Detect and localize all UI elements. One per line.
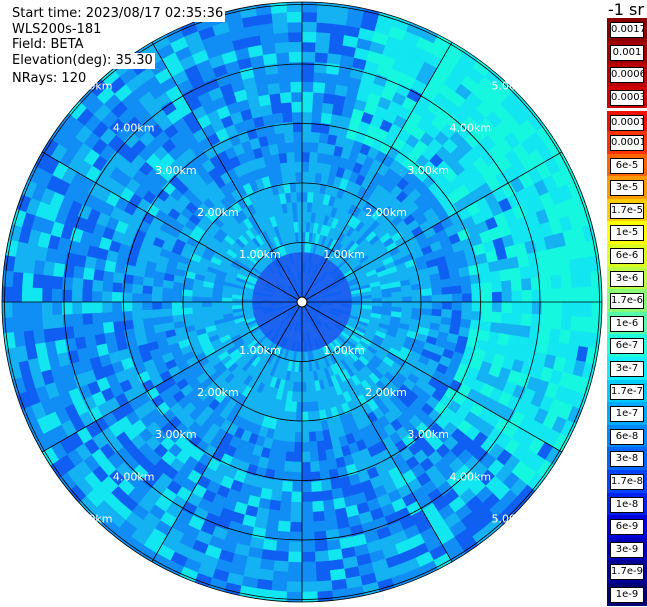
colorbar-swatch: 1.7e-7 [607, 379, 647, 403]
colorbar-tick-label: 0.0017 [610, 22, 644, 38]
colorbar-tick-label: 1e-6 [610, 315, 644, 332]
range-label: 4.00km [113, 470, 155, 483]
range-label: 3.00km [155, 428, 197, 441]
colorbar-swatch: 1e-7 [607, 402, 647, 425]
colorbar-tick-label: 6e-6 [610, 248, 644, 264]
colorbar-tick-label: 3e-7 [610, 361, 644, 377]
colorbar-tick-label: 1e-7 [610, 406, 644, 423]
colorbar-unit-label: -1 sr [608, 0, 644, 19]
colorbar-tick-label: 1e-5 [610, 225, 644, 242]
colorbar-swatch: 3e-7 [607, 357, 647, 380]
colorbar-tick-label: 3e-9 [610, 541, 644, 558]
colorbar-swatch: 0.001 [607, 40, 647, 64]
center-marker [296, 296, 308, 308]
range-rings-and-spokes [1, 1, 603, 603]
range-label: 1.00km [323, 248, 365, 261]
azimuth-spoke [151, 41, 303, 303]
colorbar-swatch: 1e-5 [607, 221, 647, 244]
instrument-label: WLS200s-181 [12, 22, 104, 38]
range-label: 4.00km [450, 470, 492, 483]
field-label: Field: BETA [12, 37, 86, 53]
colorbar-swatch: 0.0006 [607, 63, 647, 86]
colorbar-tick-label: 0.001 [610, 44, 644, 61]
colorbar-tick-label: 0.0003 [610, 89, 644, 106]
colorbar-swatch: 6e-6 [607, 244, 647, 267]
colorbar-tick-label: 1.7e-6 [610, 293, 644, 310]
colorbar-swatch: 6e-9 [607, 515, 647, 538]
colorbar-tick-label: 3e-6 [610, 270, 644, 287]
range-label: 2.00km [365, 206, 407, 219]
azimuth-spoke [301, 151, 562, 303]
colorbar-swatch: 6e-5 [607, 153, 647, 177]
colorbar-swatch: 0.0003 [607, 85, 647, 109]
azimuth-spoke [151, 301, 303, 562]
colorbar-swatch: 6e-7 [607, 334, 647, 357]
colorbar-tick-label: 1e-8 [610, 496, 644, 513]
azimuth-spoke [41, 151, 303, 303]
azimuth-spoke [301, 41, 453, 303]
range-label: 2.00km [197, 206, 239, 219]
azimuth-spoke [301, 301, 562, 453]
colorbar-tick-label: 1.7e-7 [610, 383, 644, 400]
colorbar-tick-label: 6e-5 [610, 157, 644, 174]
colorbar-tick-label: 6e-9 [610, 519, 644, 536]
colorbar-tick-label: 3e-8 [610, 451, 644, 468]
colorbar-tick-label: 0.00017 [610, 115, 644, 132]
colorbar-swatch: 1.7e-6 [607, 289, 647, 312]
range-label: 2.00km [197, 386, 239, 399]
azimuth-spoke [301, 301, 453, 562]
range-label: 1.00km [323, 344, 365, 357]
colorbar-swatch: 3e-8 [607, 447, 647, 470]
range-label: 2.00km [365, 386, 407, 399]
colorbar-tick-label: 1.7e-9 [610, 564, 644, 581]
colorbar-swatch: 1e-8 [607, 492, 647, 516]
range-label: 4.00km [113, 122, 155, 135]
colorbar-tick-label: 6e-8 [610, 428, 644, 445]
colorbar-swatch: 1.7e-8 [607, 470, 647, 493]
range-label: 3.00km [407, 164, 449, 177]
colorbar-tick-label: 0.0006 [610, 67, 644, 84]
colorbar-tick-label: 1.7e-8 [610, 474, 644, 490]
colorbar-tick-label: 1.7e-5 [610, 202, 644, 219]
colorbar-swatch: 1e-9 [607, 583, 647, 606]
range-label: 3.00km [155, 164, 197, 177]
range-label: 5.00km [71, 512, 113, 525]
colorbar-tick-label: 1e-9 [610, 587, 644, 603]
colorbar-tick-label: 0.0001 [610, 135, 644, 151]
range-label: 5.00km [492, 80, 534, 93]
range-labels: 1.00km 1.00km 1.00km 1.00km 2.00km 2.00km 2.00… [71, 80, 533, 526]
nrays-label: NRays: 120 [12, 71, 89, 87]
colorbar-swatch: 3e-6 [607, 266, 647, 290]
colorbar-swatch: 0.00017 [607, 108, 647, 134]
colorbar-tick-label: 6e-7 [610, 338, 644, 355]
colorbar-swatch: 1e-6 [607, 311, 647, 335]
range-label: 5.00km [492, 512, 534, 525]
colorbar-swatch: 0.0017 [607, 18, 647, 41]
range-label: 3.00km [407, 428, 449, 441]
start-time-label: Start time: 2023/08/17 02:35:36 [12, 6, 226, 22]
azimuth-spoke [41, 301, 303, 453]
colorbar-tick-label: 3e-5 [610, 180, 644, 197]
range-label: 1.00km [239, 344, 281, 357]
colorbar-swatch: 1.7e-5 [607, 198, 647, 222]
colorbar-swatch: 3e-5 [607, 176, 647, 199]
range-label: 4.00km [450, 122, 492, 135]
colorbar-swatch: 6e-8 [607, 424, 647, 448]
elevation-label: Elevation(deg): 35.30 [12, 53, 155, 69]
colorbar-swatch: 1.7e-9 [607, 560, 647, 583]
colorbar-swatch: 3e-9 [607, 537, 647, 561]
range-label: 1.00km [239, 248, 281, 261]
colorbar-swatch: 0.0001 [607, 131, 647, 154]
